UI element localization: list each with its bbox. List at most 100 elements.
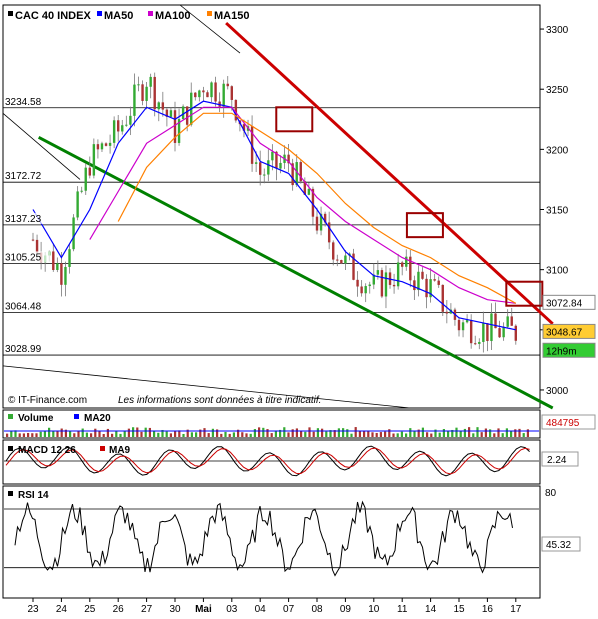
legend-swatch-ma9 [100, 446, 105, 451]
volume-bar [505, 428, 508, 437]
candle-body [417, 271, 420, 291]
candle-body [490, 313, 493, 342]
candle-body [100, 143, 104, 150]
legend-macd: MACD 12 26 [18, 445, 76, 456]
level-label: 3172.72 [5, 171, 42, 182]
volume-bar [392, 433, 395, 437]
candle-body [401, 262, 404, 267]
price-tick-label: 3250 [546, 85, 569, 96]
candle-body [295, 162, 298, 186]
macd-line [5, 445, 530, 477]
legend-ma150: MA150 [214, 10, 249, 22]
volume-bar [426, 432, 429, 437]
volume-bar [148, 427, 151, 437]
candle-body [267, 160, 270, 175]
volume-bar [157, 432, 160, 437]
price-tag-label: 3072.84 [546, 298, 583, 309]
level-label: 3234.58 [5, 97, 42, 108]
level-label: 3064.48 [5, 301, 42, 312]
candle-body [368, 284, 371, 287]
level-label-bg [4, 170, 50, 182]
volume-bar [31, 433, 34, 437]
candle-body [498, 328, 501, 338]
candle-body [230, 86, 233, 100]
date-tick-label: 10 [368, 604, 380, 614]
candle-body [514, 325, 517, 341]
macd-panel-frame [2, 439, 541, 485]
trendlines [2, 4, 554, 410]
candle-body [157, 102, 160, 110]
disclaimer-label: Les informations sont données à titre in… [118, 395, 321, 406]
candle-body [185, 106, 189, 125]
volume-bar [190, 432, 193, 437]
volume-bar [144, 427, 147, 437]
volume-bar [140, 431, 143, 437]
price-tag-label: 12h9m [546, 346, 577, 357]
volume-bar [442, 429, 445, 437]
volume-bar [39, 431, 42, 437]
ma-line-ma150 [117, 112, 517, 304]
volume-bar [304, 431, 307, 437]
volume-bar [169, 433, 172, 437]
candle-body [194, 92, 197, 98]
candle-body [421, 271, 424, 279]
volume-bar [207, 433, 210, 437]
volume-bar [484, 428, 487, 437]
candle-body [165, 109, 169, 117]
volume-bar [85, 432, 88, 437]
candle-body [291, 163, 294, 186]
volume-bar [363, 431, 366, 437]
trendline-thin-upper [2, 112, 81, 180]
volume-bar [43, 430, 46, 437]
volume-bar [64, 429, 67, 437]
date-tick-label: 03 [226, 604, 238, 614]
volume-bar [6, 433, 9, 437]
date-tick-label: 11 [397, 604, 408, 614]
macd-lines [4, 445, 539, 477]
candle-body [263, 174, 266, 176]
volume-bar [22, 433, 25, 437]
candle-body [287, 154, 290, 164]
volume-bar [396, 433, 399, 437]
legend-swatch-price [8, 11, 13, 16]
volume-bar [417, 429, 420, 437]
volume-bar [300, 431, 303, 437]
candle-body [35, 239, 39, 253]
volume-bar [438, 432, 441, 437]
level-labels: 3234.58 3172.72 3137.23 3105.25 3064.48 3028.… [4, 95, 50, 355]
volume-bar [94, 428, 97, 437]
highlight-box [505, 280, 544, 307]
legend-swatch-ma50 [97, 11, 102, 16]
candle-body [169, 110, 173, 117]
volume-bar [228, 433, 231, 437]
date-tick-label: 23 [27, 604, 39, 614]
volume-bar [106, 428, 109, 437]
volume-bar [52, 431, 55, 437]
candle-body [356, 279, 359, 287]
rsi-line [4, 500, 539, 577]
candle-body [177, 119, 181, 143]
level-label-bg [4, 251, 50, 263]
candle-body [242, 124, 246, 131]
volume-bar [174, 431, 177, 437]
volume-bar [342, 428, 345, 437]
volume-bar [388, 429, 391, 437]
candle-body [206, 92, 209, 98]
legend-swatch-ma150 [207, 11, 212, 16]
candle-body [56, 263, 59, 270]
volume-bar [358, 430, 361, 437]
volume-bar [451, 429, 454, 437]
date-tick-label: 24 [56, 604, 68, 614]
candle-body [482, 323, 485, 342]
candle-body [112, 120, 116, 143]
candle-body [218, 101, 221, 107]
price-axis: 3000305031003150320032503300 [540, 25, 569, 397]
candle-body [429, 279, 432, 298]
volume-bar [111, 433, 114, 437]
level-label-bg [4, 95, 50, 107]
candle-body [384, 272, 388, 297]
volume-bar [514, 429, 517, 437]
candle-body [396, 262, 400, 287]
level-label-bg [4, 343, 50, 355]
legend-swatch-macd [8, 446, 13, 451]
